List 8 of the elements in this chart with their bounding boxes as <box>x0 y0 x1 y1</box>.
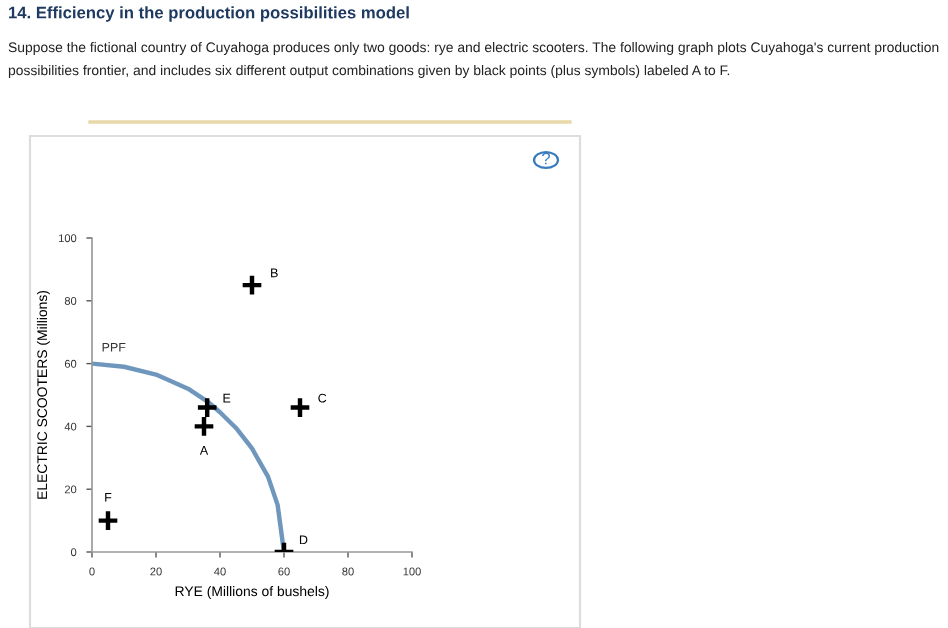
point <box>195 396 219 420</box>
line-series <box>92 361 287 552</box>
point <box>96 509 120 533</box>
point <box>192 414 216 438</box>
point <box>240 273 264 297</box>
chart-title: 14. Efficiency in the production possibilities model <box>9 6 409 22</box>
point <box>288 396 312 420</box>
text: ? <box>542 152 551 165</box>
